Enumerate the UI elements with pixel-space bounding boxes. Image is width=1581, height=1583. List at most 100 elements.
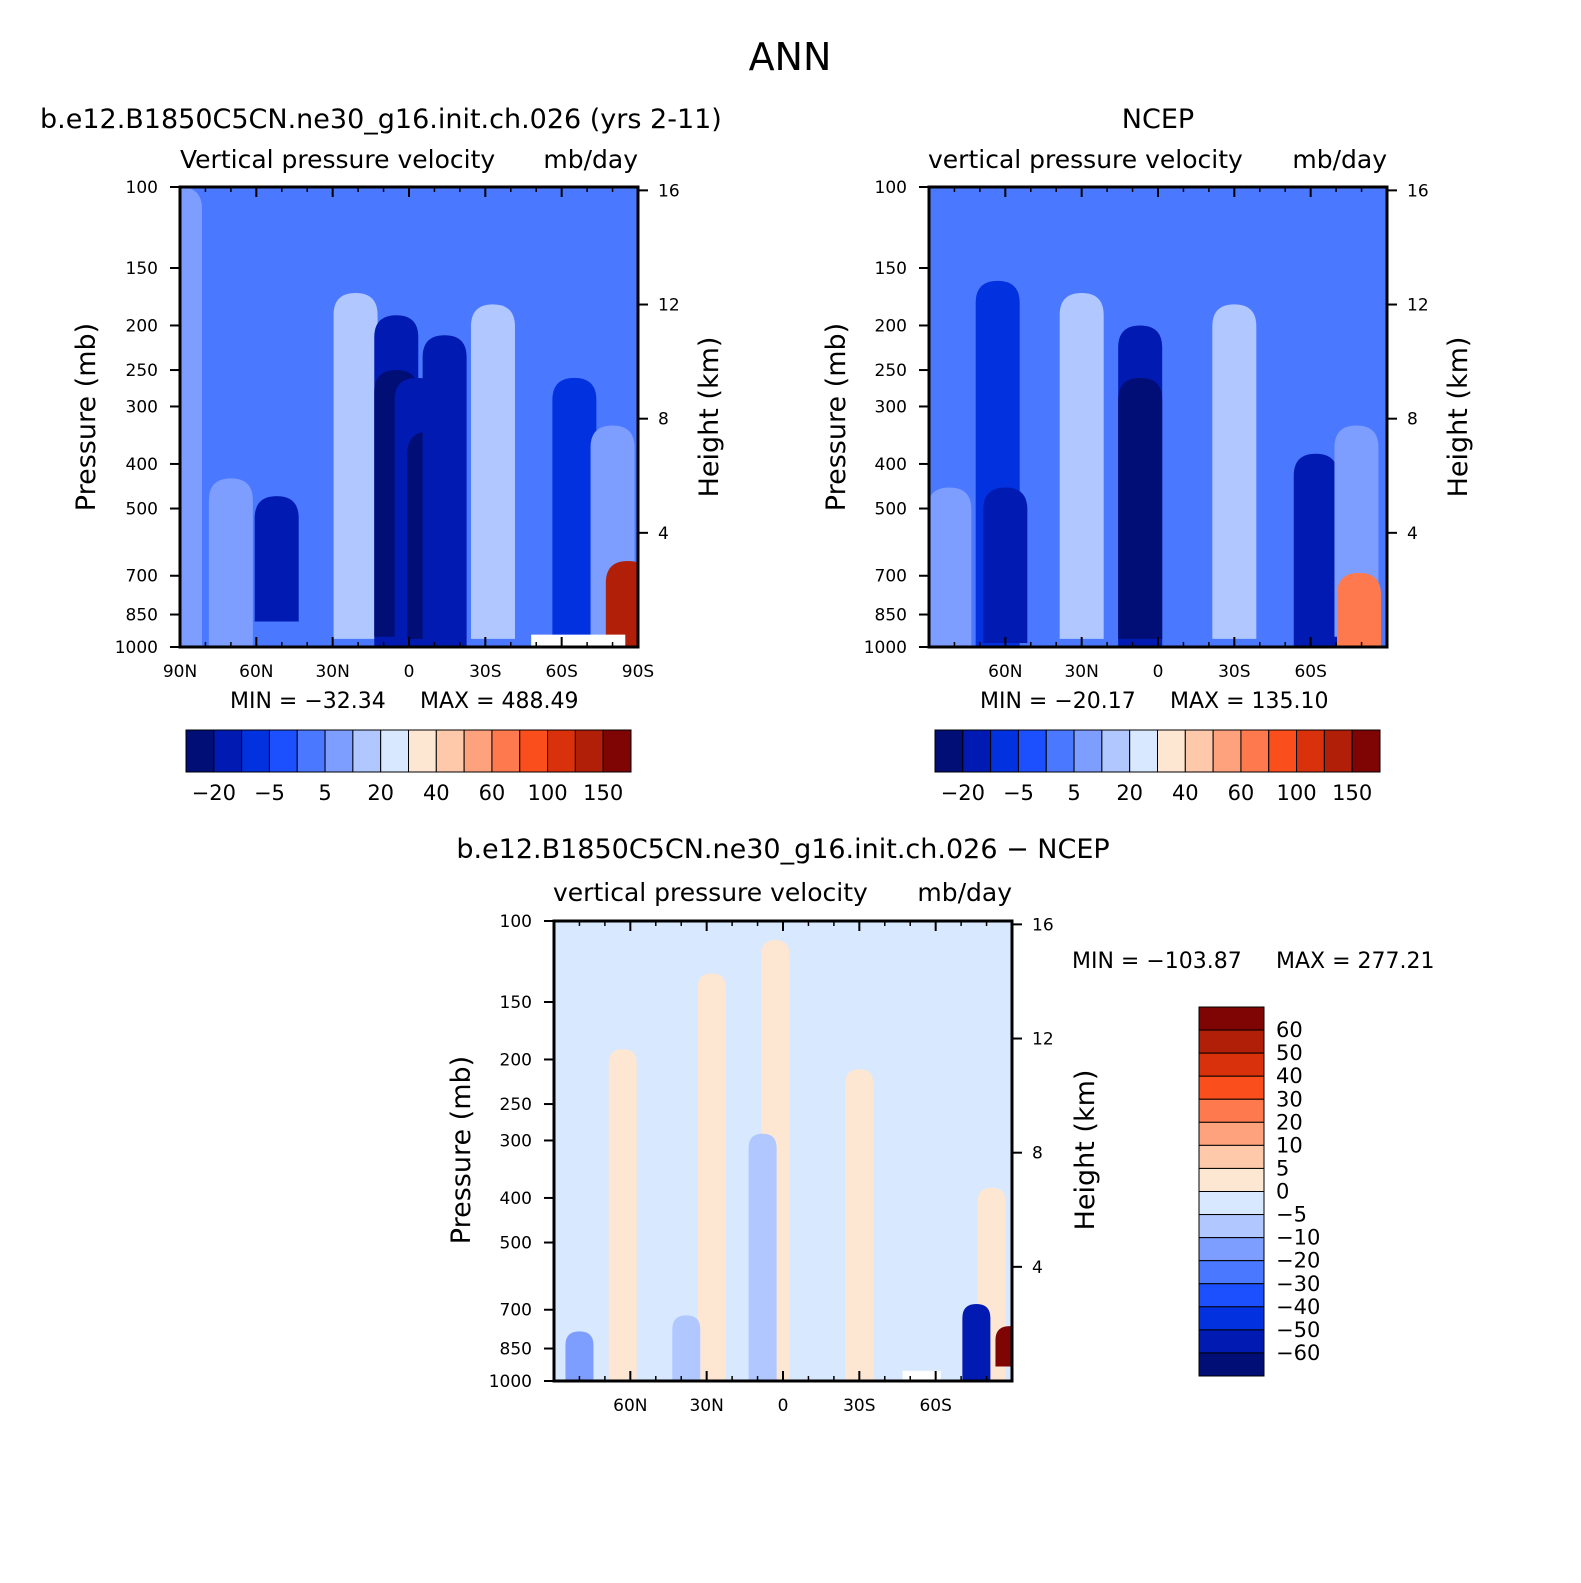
- contour-band: [552, 377, 597, 647]
- colorbar-swatch: [1296, 729, 1325, 773]
- y-tick-label: 100: [126, 178, 158, 198]
- colorbar-swatch: [380, 729, 409, 773]
- y-tick-label: 200: [126, 316, 158, 336]
- y-tick-label: 150: [875, 259, 907, 279]
- contour-warm-spot: [1337, 572, 1382, 647]
- x-tick-label: 30N: [689, 1396, 723, 1416]
- colorbar-label: 50: [1276, 1041, 1303, 1065]
- y-tick-label: 500: [875, 500, 907, 520]
- x-tick-label: 0: [404, 662, 415, 682]
- y-tick-label: 100: [875, 178, 907, 198]
- colorbar-label: 60: [479, 781, 506, 805]
- y-tick-label: 400: [126, 455, 158, 475]
- colorbar-label: −5: [1276, 1203, 1307, 1227]
- panel-ncep-subtitle-left: vertical pressure velocity: [928, 145, 1243, 174]
- colorbar-swatch: [268, 729, 298, 773]
- x-tick-label: 30S: [469, 662, 501, 682]
- panel-ncep-max: MAX = 135.10: [1170, 689, 1329, 714]
- panel-diff: b.e12.B1850C5CN.ne30_g16.init.ch.026 − N…: [446, 834, 1435, 1416]
- y-tick-label: 1000: [864, 638, 907, 658]
- colorbar-swatch: [352, 729, 382, 773]
- panel-model-title: b.e12.B1850C5CN.ne30_g16.init.ch.026 (yr…: [40, 104, 722, 135]
- panel-model-colorbar: −20 −5 5 20 40 60 100 150: [185, 729, 632, 805]
- x-tick-label: 90N: [163, 662, 197, 682]
- panel-model-min: MIN = −32.34: [230, 689, 386, 714]
- colorbar-swatch: [296, 729, 326, 773]
- panel-diff-min: MIN = −103.87: [1072, 949, 1242, 974]
- y-right-tick-label: 4: [1032, 1258, 1043, 1278]
- y-tick-label: 300: [875, 397, 907, 417]
- colorbar-swatch: [1129, 729, 1158, 773]
- x-tick-label: 60S: [919, 1396, 951, 1416]
- y-tick-label: 200: [500, 1050, 532, 1070]
- y-tick-label: 250: [500, 1095, 532, 1115]
- colorbar-label: −5: [254, 781, 285, 805]
- colorbar-swatch: [1101, 729, 1131, 773]
- missing-data-region: [902, 1370, 941, 1381]
- panel-diff-ylabel: Pressure (mb): [446, 1056, 477, 1244]
- colorbar-label: 20: [1276, 1110, 1303, 1134]
- contour-band: [1118, 377, 1163, 639]
- colorbar-swatch: [1212, 729, 1242, 773]
- colorbar-swatch: [1198, 1191, 1265, 1216]
- colorbar-swatch: [1351, 729, 1381, 773]
- colorbar-label: −50: [1276, 1318, 1320, 1342]
- panel-model-ylabel: Pressure (mb): [71, 323, 102, 511]
- colorbar-label: 0: [1276, 1180, 1289, 1204]
- contour-band: [1293, 453, 1338, 647]
- panel-ncep-title: NCEP: [1122, 104, 1194, 135]
- colorbar-label: 20: [1116, 781, 1143, 805]
- colorbar-swatch: [1198, 1260, 1265, 1285]
- y-right-tick-label: 4: [1407, 524, 1418, 544]
- panel-ncep-ylabel-right: Height (km): [1443, 337, 1474, 498]
- colorbar-swatch: [1017, 729, 1047, 773]
- missing-data-region: [531, 634, 626, 647]
- colorbar-swatch: [1198, 1121, 1265, 1146]
- colorbar-label: −30: [1276, 1272, 1320, 1296]
- x-tick-label: 0: [778, 1396, 789, 1416]
- colorbar-label: 60: [1228, 781, 1255, 805]
- colorbar-swatch: [1198, 1283, 1265, 1308]
- y-right-tick-label: 16: [1407, 181, 1429, 201]
- x-tick-label: 30N: [315, 662, 349, 682]
- x-tick-label: 90S: [622, 662, 654, 682]
- colorbar-swatch: [1198, 1214, 1265, 1239]
- y-right-tick-label: 12: [658, 296, 680, 316]
- x-tick-label: 60N: [239, 662, 273, 682]
- colorbar-swatch: [602, 729, 632, 773]
- y-tick-label: 250: [126, 361, 158, 381]
- y-right-tick-label: 12: [1407, 296, 1429, 316]
- y-tick-label: 400: [500, 1189, 532, 1209]
- colorbar-swatch: [241, 729, 270, 773]
- contour-warm-spot: [605, 560, 638, 647]
- panel-diff-subtitle-left: vertical pressure velocity: [553, 878, 868, 907]
- colorbar-swatch: [547, 729, 576, 773]
- y-tick-label: 150: [126, 259, 158, 279]
- colorbar-swatch: [1157, 729, 1186, 773]
- colorbar-label: 40: [1172, 781, 1199, 805]
- x-tick-label: 0: [1153, 662, 1164, 682]
- y-tick-label: 850: [875, 606, 907, 626]
- y-tick-label: 850: [126, 606, 158, 626]
- x-tick-label: 30S: [843, 1396, 875, 1416]
- colorbar-swatch: [1198, 1052, 1265, 1077]
- contour-band: [929, 487, 972, 647]
- colorbar-label: 40: [1276, 1064, 1303, 1088]
- panel-ncep-plot: 60N 30N 0 30S 60S 100 150 200 250 300 400 500 700 850…: [864, 178, 1429, 682]
- y-tick-label: 700: [500, 1301, 532, 1321]
- colorbar-swatch: [491, 729, 521, 773]
- y-tick-label: 700: [126, 567, 158, 587]
- y-right-tick-label: 8: [1032, 1144, 1043, 1164]
- colorbar-label: 150: [583, 781, 623, 805]
- y-tick-label: 300: [500, 1131, 532, 1151]
- colorbar-label: −40: [1276, 1295, 1320, 1319]
- panel-diff-subtitle-right: mb/day: [917, 878, 1012, 907]
- contour-band: [333, 293, 378, 639]
- y-tick-label: 100: [500, 912, 532, 932]
- colorbar-label: −60: [1276, 1341, 1320, 1365]
- y-tick-label: 1000: [489, 1372, 532, 1392]
- colorbar-swatch: [934, 729, 964, 773]
- colorbar-label: 20: [367, 781, 394, 805]
- x-tick-label: 60N: [988, 662, 1022, 682]
- colorbar-swatch: [1198, 1352, 1265, 1377]
